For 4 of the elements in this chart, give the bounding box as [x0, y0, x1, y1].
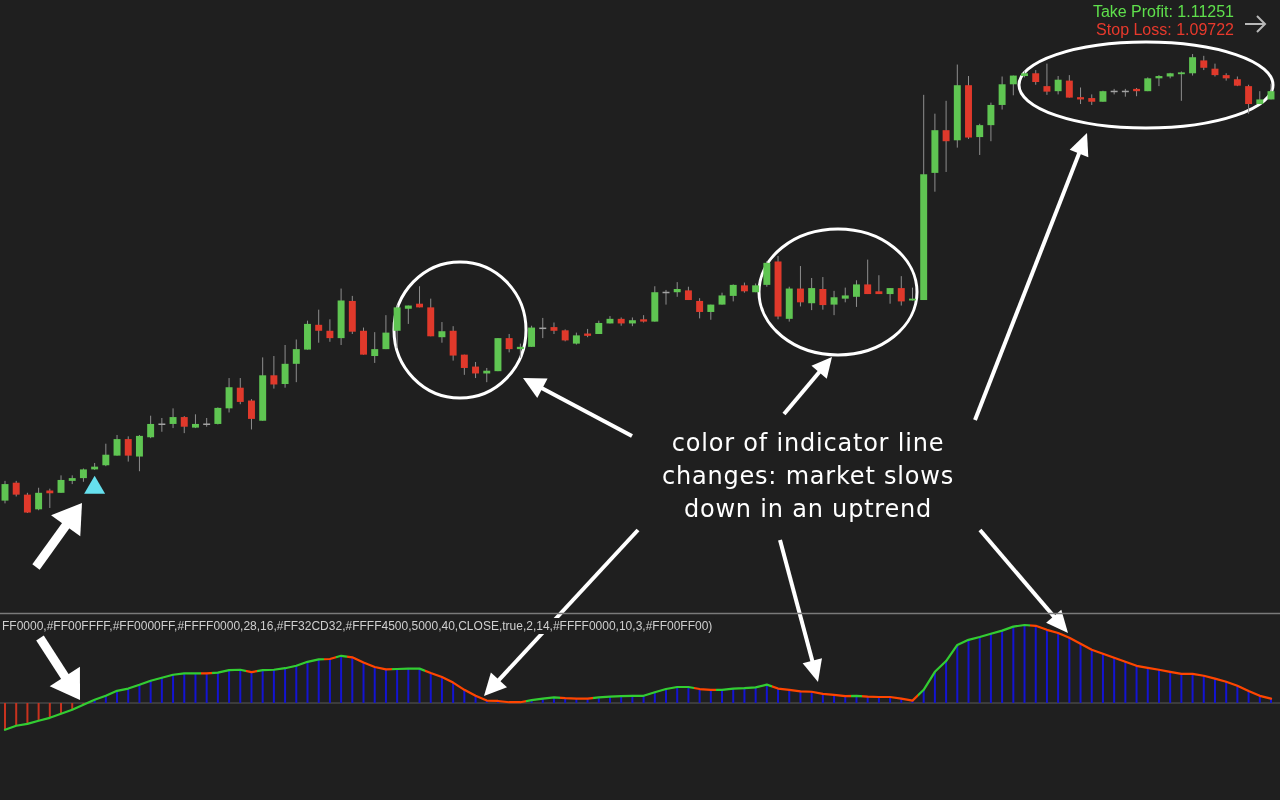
- chart-title: FF0000,#FF00FFFF,#FF0000FF,#FFFF0000,28,16,#FF32CD32,#FFFF4500,5000,40,CLOSE,true,2,14,#FFFF0000,10,3,#FF00FF00): [2, 619, 713, 633]
- text: Take Profit: 1.11251: [1092, 3, 1235, 20]
- annotation: color of indicator line changes: market slows down in an uptrend: [661, 429, 955, 523]
- text: Stop Loss: 1.09722: [1096, 21, 1235, 38]
